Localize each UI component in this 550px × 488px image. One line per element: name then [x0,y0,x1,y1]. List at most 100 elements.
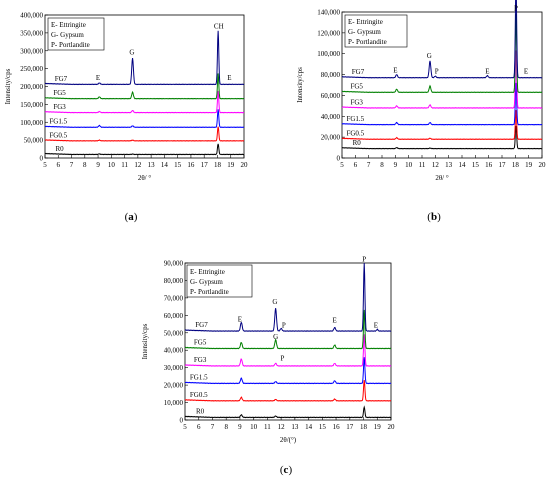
series-line-fg0-5 [44,126,245,142]
y-axis-title: Intensity/cps [296,67,304,103]
peak-annotation: P [435,68,439,76]
chart-panel-c: 5 6 7 8 9 10 11 12 13 14 15 16 17 18 19 20 0 10,000 20,000… [141,255,395,476]
series-label-fg5: FG5 [194,339,207,347]
legend-entry: P- Portlandite [348,38,387,46]
y-tick-label: 30,000 [164,364,184,372]
x-tick-label: 7 [211,423,215,431]
x-tick-label: 15 [472,161,480,169]
peak-annotation: G [272,298,277,306]
x-tick-label: 9 [394,161,398,169]
series-label-r0: R0 [56,145,65,153]
legend-entry: E- Ettringite [348,18,383,26]
x-tick-label: 18 [360,423,368,431]
x-tick-label: 10 [250,423,258,431]
x-tick-label: 17 [346,423,354,431]
y-tick-label: 60,000 [164,312,184,320]
peak-annotation: E [524,68,528,76]
x-tick-label: 20 [241,161,249,169]
y-tick-label: 60,000 [321,92,341,100]
x-tick-label: 6 [57,161,61,169]
legend-entry: E- Ettringite [190,268,225,276]
panel-label: (a) [125,211,138,223]
legend-entry: E- Ettringite [51,21,86,29]
x-tick-label: 5 [43,161,47,169]
x-tick-label: 10 [405,161,413,169]
x-axis-title: 2θ/ ° [435,174,449,182]
x-tick-label: 13 [291,423,299,431]
x-tick-label: 5 [183,423,187,431]
peak-annotation: E [333,316,337,324]
y-tick-label: 20,000 [321,134,341,142]
y-tick-label: 0 [40,155,44,163]
series-line-fg7 [44,30,245,86]
peak-annotation: G [273,333,278,341]
series-line-fg3 [44,90,245,114]
peak-annotation: G [129,48,134,56]
x-tick-label: 12 [278,423,286,431]
x-tick-label: 11 [264,423,271,431]
chart-panel-a: 5 6 7 8 9 10 11 12 13 14 15 16 17 18 19 20 0 50,000 100,00… [4,12,248,224]
y-tick-label: 200,000 [20,83,43,91]
series-label-r0: R0 [353,139,362,147]
series-label-fg7: FG7 [195,321,208,329]
series-label-fg0-5: FG0.5 [190,391,208,399]
series-label-fg1-5: FG1.5 [190,373,208,381]
series-line-fg3 [184,334,392,367]
y-tick-label: 50,000 [164,329,184,337]
panel-label: (c) [280,464,293,476]
plot-frame [184,262,392,421]
x-tick-label: 15 [319,423,327,431]
series-line-fg5 [341,13,543,94]
series-line-r0 [184,405,392,419]
x-tick-label: 9 [238,423,242,431]
peak-annotation: G [427,52,432,60]
x-tick-label: 12 [432,161,440,169]
series-label-fg1-5: FG1.5 [49,118,67,126]
x-tick-label: 18 [512,161,520,169]
series-line-fg1-5 [44,109,245,129]
x-tick-label: 15 [174,161,182,169]
series-line-fg7 [341,0,543,79]
x-tick-label: 12 [134,161,142,169]
y-tick-label: 300,000 [20,47,43,55]
plot-frame [341,11,543,159]
x-tick-label: 9 [96,161,100,169]
y-tick-label: 100,000 [20,119,43,127]
peak-annotation: E [374,322,378,330]
series-line-fg5 [44,73,245,100]
x-tick-label: 11 [419,161,426,169]
x-tick-label: 14 [459,161,467,169]
series-line-fg0-5 [341,110,543,141]
series-label-fg7: FG7 [352,68,365,76]
legend-entry: G- Gypsum [348,28,381,36]
x-tick-label: 7 [70,161,74,169]
series-label-r0: R0 [196,407,205,415]
series-label-fg7: FG7 [55,75,68,83]
series-label-fg3: FG3 [53,103,66,111]
y-tick-label: 0 [180,417,184,425]
y-tick-label: 350,000 [20,29,43,37]
legend-box [186,264,253,298]
legend-entry: G- Gypsum [51,31,84,39]
peak-annotation: E [227,74,231,82]
y-tick-label: 80,000 [321,71,341,79]
peak-annotation: E [485,68,489,76]
x-tick-label: 7 [367,161,371,169]
legend-entry: P- Portlandite [51,41,90,49]
legend-box [47,17,105,51]
y-tick-label: 250,000 [20,65,43,73]
x-tick-label: 6 [354,161,358,169]
legend-entry: G- Gypsum [190,278,223,286]
x-tick-label: 17 [201,161,209,169]
legend-box [344,14,408,48]
peak-annotation: CH [214,23,224,31]
panel-label: (b) [427,211,441,223]
x-axis-title: 2θ/ ° [138,174,152,182]
series-label-fg0-5: FG0.5 [346,130,364,138]
series-line-r0 [44,143,245,156]
y-tick-label: 10,000 [164,399,184,407]
x-tick-label: 13 [148,161,156,169]
x-tick-label: 16 [485,161,493,169]
x-tick-label: 20 [539,161,547,169]
x-tick-label: 10 [108,161,116,169]
